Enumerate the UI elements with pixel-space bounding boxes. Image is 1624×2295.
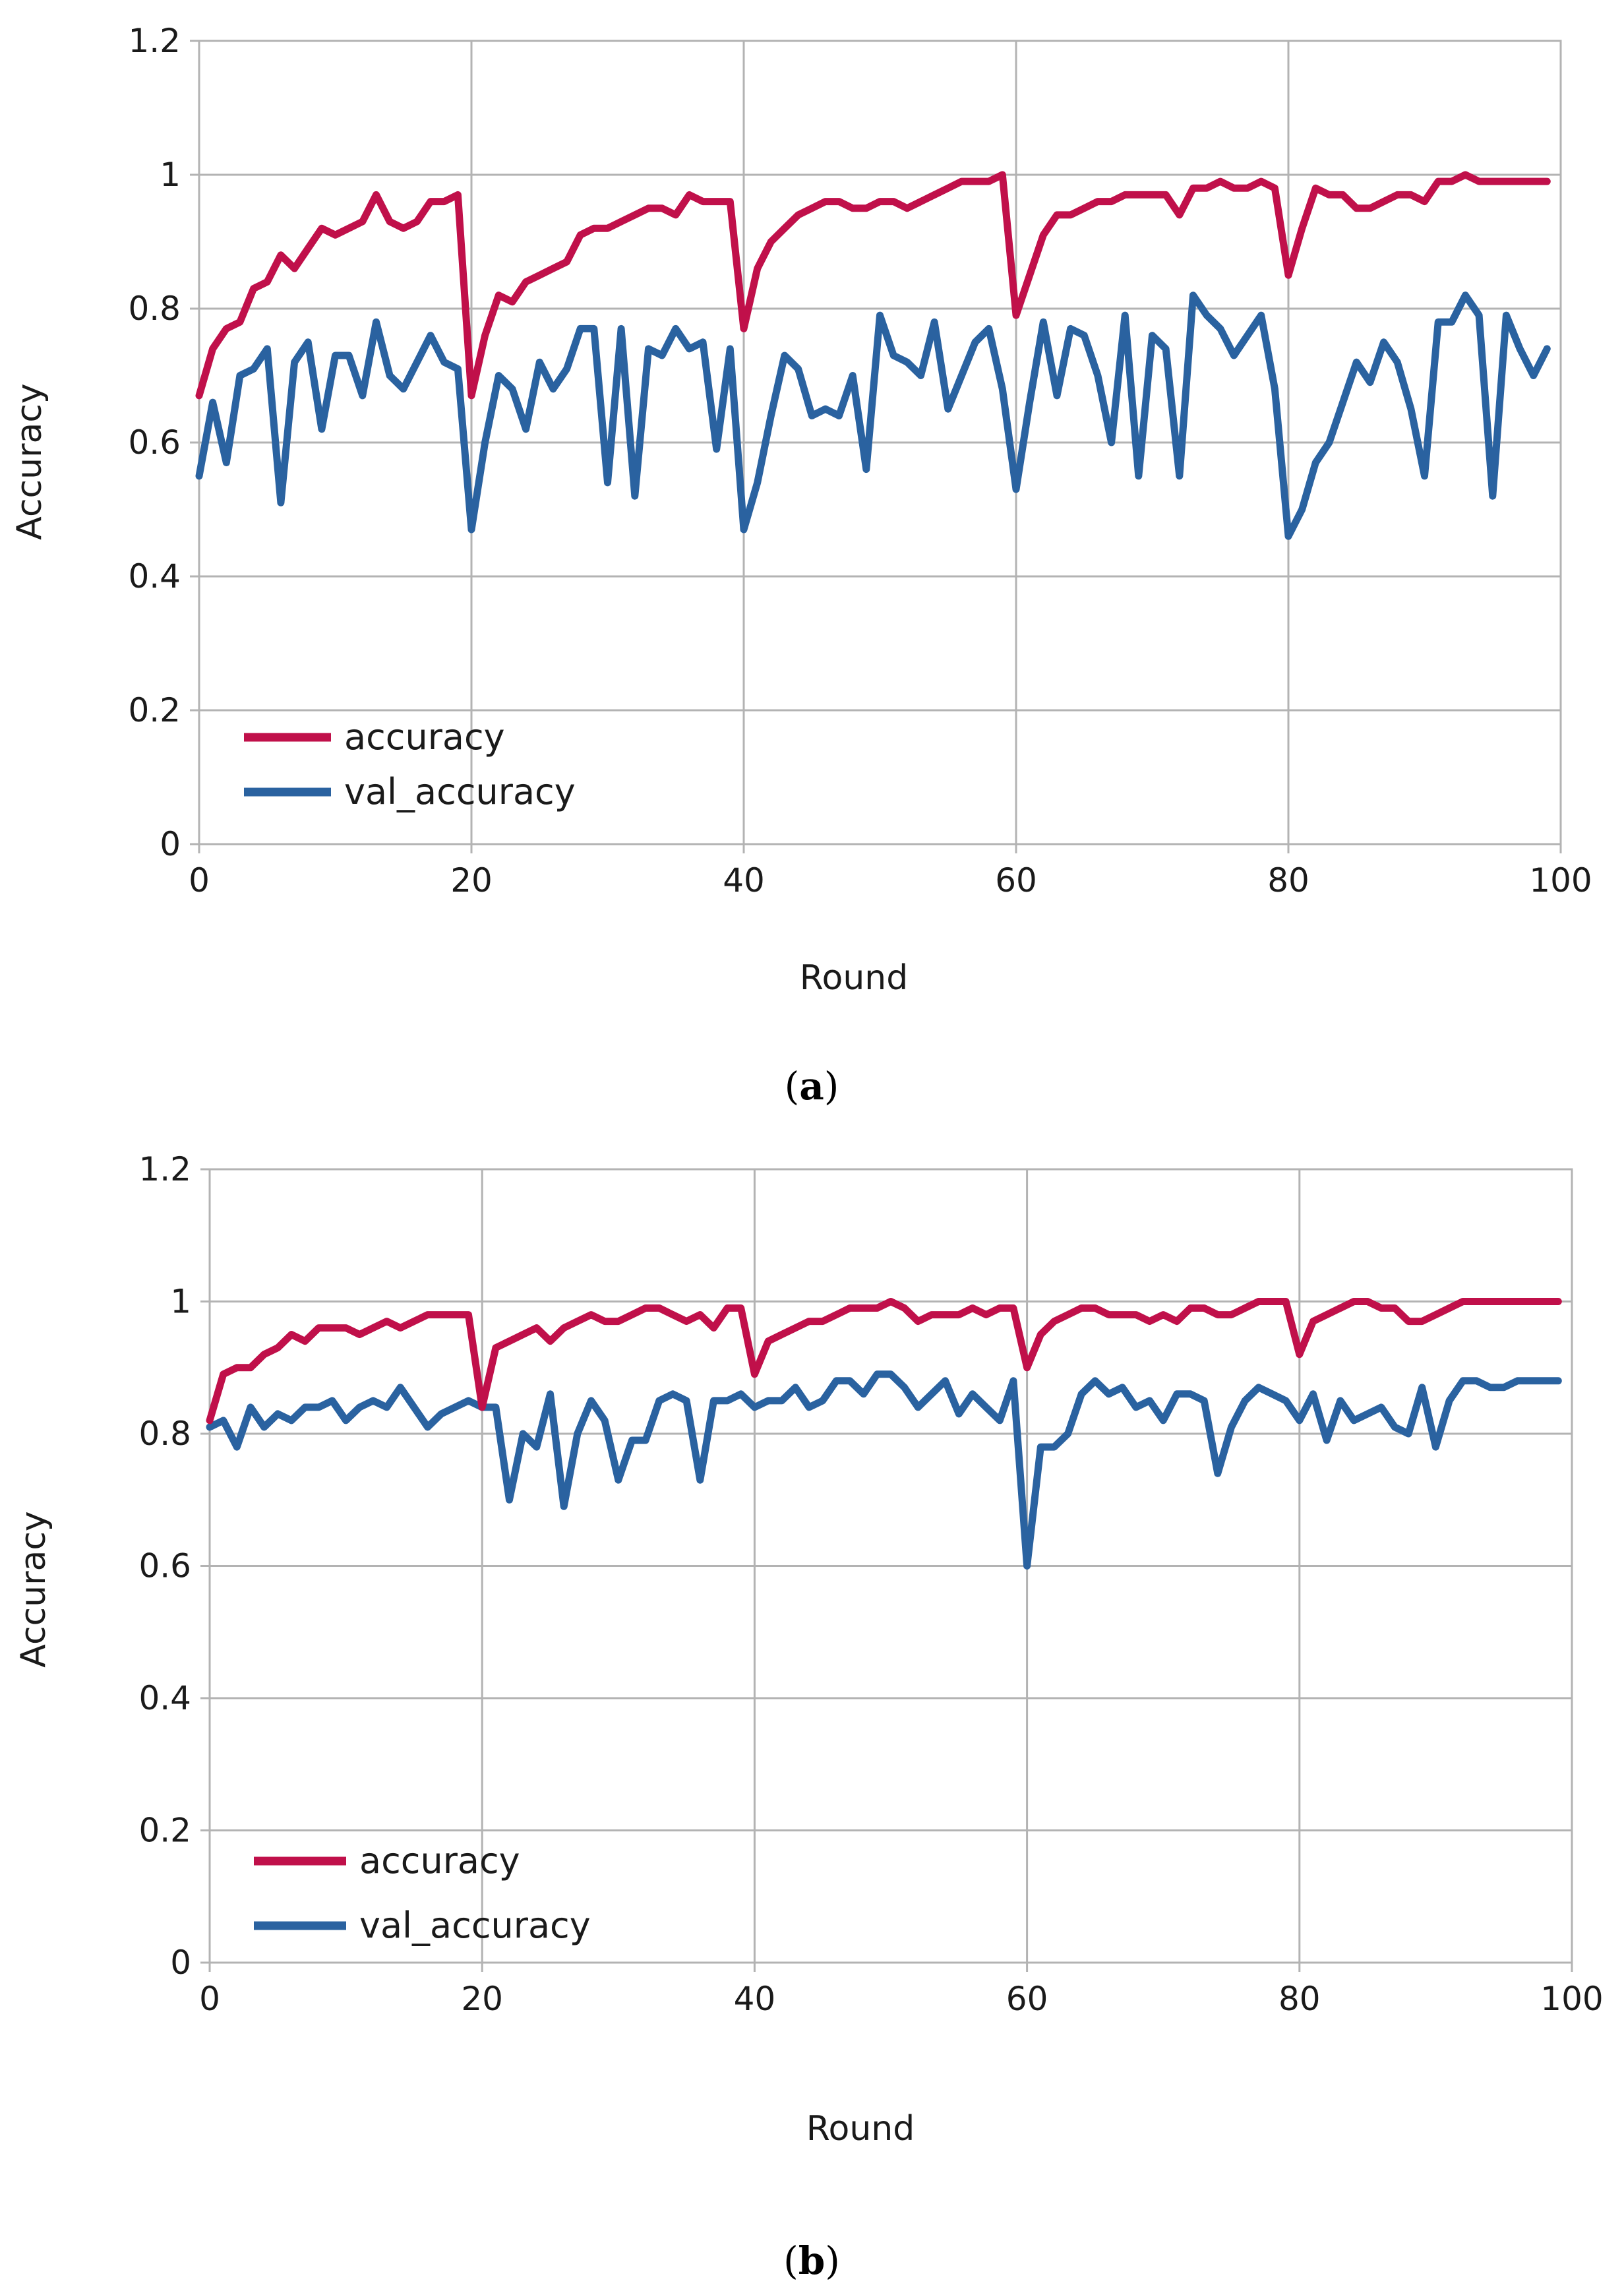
series-line-accuracy bbox=[206, 1298, 1562, 1424]
series-line-val-accuracy bbox=[195, 291, 1551, 540]
y-tick-label: 0.2 bbox=[138, 1812, 191, 1850]
x-tick-label: 40 bbox=[723, 861, 765, 900]
legend-label-val-accuracy-a: val_accuracy bbox=[344, 771, 576, 812]
x-tick-label: 20 bbox=[450, 861, 493, 900]
x-axis-title-a: Round bbox=[800, 958, 909, 998]
caption-b-letter: b bbox=[798, 2238, 826, 2283]
plot-frame bbox=[198, 40, 1562, 845]
y-tick-label: 0 bbox=[160, 825, 181, 863]
x-tick-label: 80 bbox=[1267, 861, 1309, 900]
x-tick-label: 0 bbox=[199, 1980, 220, 2018]
caption-a-letter: a bbox=[799, 1064, 824, 1109]
series-line-val-accuracy bbox=[206, 1370, 1562, 1570]
legend-label-accuracy-b: accuracy bbox=[359, 1840, 520, 1882]
x-tick-label: 20 bbox=[461, 1980, 503, 2018]
legend-label-val-accuracy-b: val_accuracy bbox=[359, 1905, 591, 1946]
y-tick-label: 0 bbox=[170, 1943, 191, 1982]
y-tick-label: 0.4 bbox=[128, 557, 181, 596]
plot-area-a: 0 0.2 0.4 0.6 0.8 1 1.2 0 20 40 60 80 100 bbox=[128, 22, 1592, 900]
x-tick-label: 80 bbox=[1278, 1980, 1321, 2018]
y-tick-label: 0.8 bbox=[128, 290, 181, 328]
x-tick-label: 0 bbox=[189, 861, 210, 900]
plot-frame bbox=[208, 1168, 1573, 1964]
chart-panel-a: 0 0.2 0.4 0.6 0.8 1 1.2 0 20 40 60 80 100 Round Accu… bbox=[10, 22, 1592, 1109]
caption-a: (a) bbox=[785, 1064, 839, 1109]
legend-b: accuracy val_accuracy bbox=[254, 1840, 591, 1946]
y-tick-label: 1 bbox=[170, 1283, 191, 1321]
plot-area-b: 0 0.2 0.4 0.6 0.8 1 1.2 0 20 40 60 80 100 bbox=[138, 1150, 1603, 2018]
legend-label-accuracy-a: accuracy bbox=[344, 716, 505, 758]
x-tick-label: 60 bbox=[1006, 1980, 1048, 2018]
y-tick-label: 1.2 bbox=[128, 22, 181, 60]
y-axis-title-a: Accuracy bbox=[10, 383, 49, 539]
x-tick-label: 100 bbox=[1540, 1980, 1603, 2018]
x-tick-label: 40 bbox=[734, 1980, 776, 2018]
y-tick-label: 0.6 bbox=[138, 1547, 191, 1585]
y-tick-label: 0.2 bbox=[128, 691, 181, 729]
x-tick-label: 60 bbox=[995, 861, 1037, 900]
legend-a: accuracy val_accuracy bbox=[244, 716, 576, 812]
y-tick-label: 1 bbox=[160, 156, 181, 194]
chart-panel-b: 0 0.2 0.4 0.6 0.8 1 1.2 0 20 40 60 80 100 Round Accu… bbox=[14, 1150, 1604, 2283]
y-tick-label: 1.2 bbox=[138, 1150, 191, 1188]
x-tick-label: 100 bbox=[1529, 861, 1592, 900]
series-line-accuracy bbox=[195, 171, 1551, 400]
x-axis-title-b: Round bbox=[806, 2109, 915, 2149]
y-tick-label: 0.6 bbox=[128, 423, 181, 462]
y-tick-label: 0.8 bbox=[138, 1415, 191, 1453]
caption-b: (b) bbox=[783, 2238, 840, 2283]
y-axis-title-b: Accuracy bbox=[14, 1511, 53, 1667]
y-tick-label: 0.4 bbox=[138, 1679, 191, 1717]
